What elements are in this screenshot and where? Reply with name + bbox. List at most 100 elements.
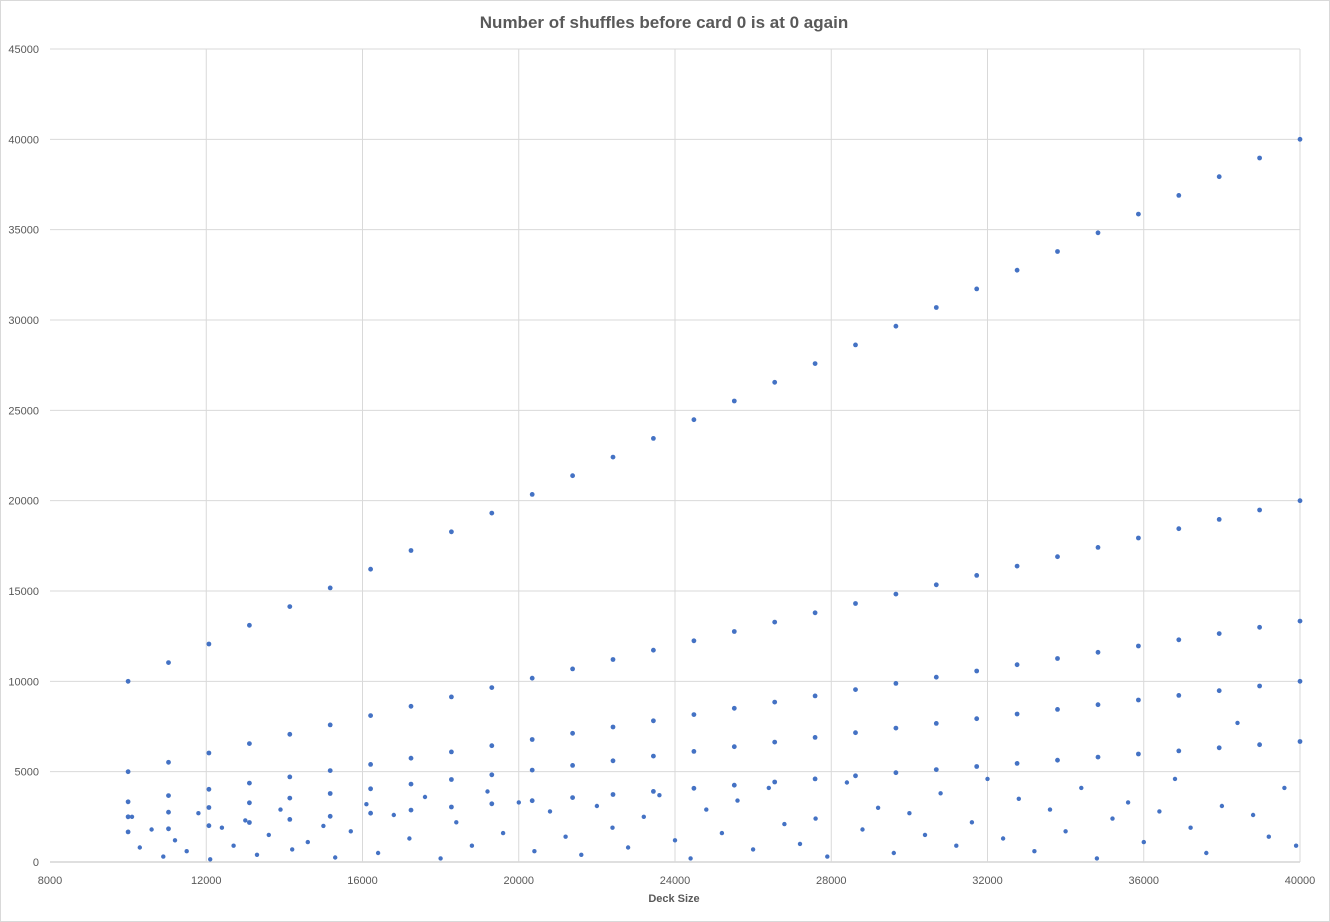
data-point-band-3 [974, 668, 980, 674]
data-point-band-5 [1095, 754, 1101, 760]
data-point-band-1 [368, 566, 373, 572]
data-point [1157, 809, 1162, 814]
data-point-band-1 [408, 548, 414, 553]
data-point-band-3 [449, 749, 454, 755]
y-tick-label: 15000 [8, 586, 39, 598]
x-axis-label: Deck Size [648, 893, 699, 905]
data-point-band-3 [287, 774, 293, 780]
data-point [1266, 834, 1272, 839]
data-point-band-2 [287, 731, 293, 737]
data-point-band-1 [166, 660, 171, 665]
data-point-band-5 [247, 820, 252, 825]
data-point-band-2 [731, 629, 737, 634]
data-point [196, 811, 201, 816]
y-tick-label: 35000 [8, 225, 39, 237]
data-point-band-4 [731, 744, 737, 750]
data-point-band-5 [731, 782, 737, 788]
data-point [321, 823, 326, 829]
data-point-band-1 [610, 454, 616, 460]
data-point-band-3 [812, 693, 818, 699]
data-point [305, 839, 310, 845]
data-point-band-2 [327, 722, 333, 728]
data-point-band-1 [287, 604, 293, 609]
x-tick-label: 28000 [816, 875, 847, 887]
data-point [1125, 800, 1131, 805]
data-point-band-2 [247, 741, 252, 746]
data-point-band-4 [1176, 693, 1182, 698]
data-point-band-5 [327, 813, 333, 819]
data-point [704, 807, 709, 812]
x-tick-label: 24000 [660, 875, 691, 887]
data-point-band-3 [368, 762, 373, 767]
data-point [208, 857, 213, 862]
data-point-band-3 [570, 730, 575, 736]
data-point [688, 856, 693, 861]
data-point [454, 820, 459, 825]
data-point [254, 852, 260, 857]
data-point-band-1 [247, 622, 252, 628]
data-point [266, 832, 271, 838]
data-point-band-4 [1095, 702, 1101, 708]
data-point [657, 793, 662, 798]
data-point [1047, 807, 1053, 812]
data-point-band-3 [1055, 656, 1060, 661]
x-tick-label: 32000 [972, 875, 1003, 887]
data-point-band-2 [893, 591, 899, 597]
data-point-band-3 [529, 737, 535, 742]
data-point [1250, 812, 1256, 818]
grid [50, 48, 1301, 863]
data-point-band-1 [1297, 136, 1303, 142]
data-point [641, 814, 646, 819]
data-point-band-3 [206, 786, 212, 792]
data-point-band-4 [166, 809, 171, 815]
data-point [610, 825, 615, 830]
data-point-band-4 [853, 730, 858, 736]
data-point-band-2 [408, 703, 414, 709]
data-point-band-2 [812, 610, 818, 616]
data-point [907, 811, 912, 816]
data-point-band-2 [933, 582, 939, 588]
data-point [485, 789, 490, 794]
data-point-band-1 [1216, 174, 1222, 180]
data-point-band-2 [206, 750, 212, 756]
data-point-band-2 [489, 685, 495, 690]
data-point-band-2 [772, 619, 778, 625]
data-point [364, 802, 369, 807]
data-point-band-1 [125, 678, 131, 684]
data-point-band-4 [408, 781, 414, 787]
data-point [1110, 816, 1115, 821]
data-point [172, 838, 178, 843]
data-point-band-4 [529, 767, 535, 773]
data-point-band-5 [489, 801, 495, 807]
data-point-band-3 [1176, 637, 1182, 643]
data-point [1235, 720, 1240, 726]
data-point-band-3 [651, 718, 656, 724]
data-point [938, 791, 943, 796]
data-point-band-5 [570, 795, 575, 800]
data-point-band-1 [893, 323, 899, 329]
data-point [750, 847, 756, 852]
data-points [125, 136, 1303, 862]
data-point [922, 832, 928, 838]
y-tick-label: 45000 [8, 44, 39, 56]
data-point [1282, 785, 1287, 791]
data-point-band-3 [166, 793, 171, 798]
y-tick-label: 20000 [8, 496, 39, 508]
data-point-band-3 [125, 799, 131, 805]
data-point-band-5 [449, 804, 454, 810]
x-tick-label: 40000 [1285, 875, 1316, 887]
data-point-band-1 [691, 417, 697, 423]
data-point-band-3 [489, 743, 495, 749]
data-point-band-1 [974, 286, 980, 292]
data-point [438, 856, 443, 861]
data-point-band-4 [691, 749, 697, 754]
data-point-band-2 [166, 759, 171, 765]
data-point-band-4 [772, 739, 778, 745]
data-point [735, 798, 740, 803]
data-point [766, 785, 771, 791]
data-point [875, 805, 881, 810]
data-point-band-3 [853, 687, 858, 692]
data-point-band-5 [1216, 745, 1222, 751]
data-point [184, 849, 189, 854]
data-point-band-4 [570, 763, 575, 768]
